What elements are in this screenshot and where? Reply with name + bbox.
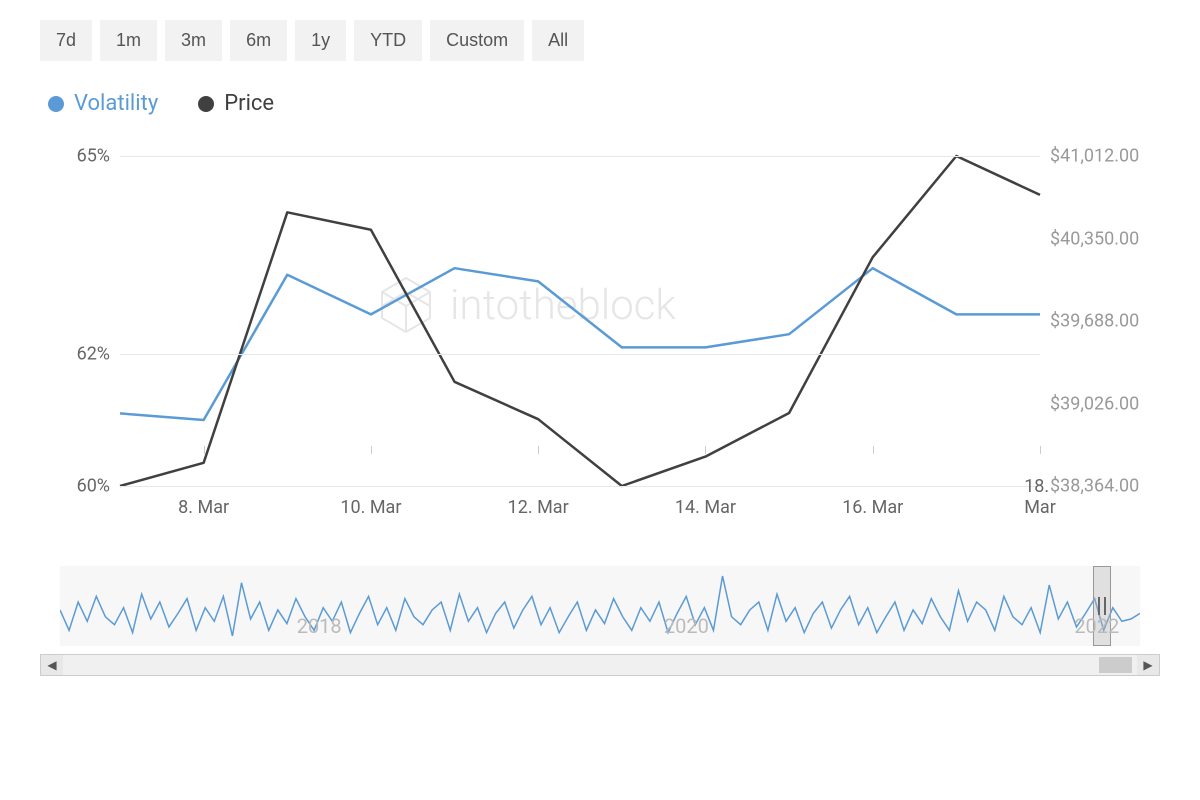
- legend-item-volatility[interactable]: Volatility: [48, 91, 158, 116]
- navigator-scrollbar[interactable]: ◀ ▶: [40, 654, 1160, 676]
- series-volatility: [120, 268, 1040, 420]
- legend-label: Price: [224, 91, 274, 116]
- x-tick: [873, 446, 874, 454]
- navigator-plot[interactable]: 2018 2020 2022: [60, 566, 1140, 646]
- main-chart: 60%62%65% $38,364.00$39,026.00$39,688.00…: [40, 156, 1160, 526]
- y-right-label: $40,350.00: [1050, 228, 1160, 249]
- range-btn-1y[interactable]: 1y: [295, 20, 346, 61]
- range-btn-all[interactable]: All: [532, 20, 584, 61]
- x-label: 14. Mar: [675, 497, 736, 518]
- x-label: 10. Mar: [340, 497, 401, 518]
- y-right-label: $39,688.00: [1050, 311, 1160, 332]
- y-left-label: 65%: [40, 146, 110, 167]
- x-label: 12. Mar: [508, 497, 569, 518]
- navigator-year-label: 2022: [1074, 614, 1119, 638]
- navigator-sparkline: [60, 576, 1140, 636]
- scroll-track[interactable]: [63, 655, 1137, 675]
- range-btn-custom[interactable]: Custom: [430, 20, 524, 61]
- scroll-thumb[interactable]: [1099, 657, 1131, 673]
- range-btn-7d[interactable]: 7d: [40, 20, 92, 61]
- series-price: [120, 156, 1040, 486]
- x-tick: [538, 446, 539, 454]
- chart-legend: Volatility Price: [40, 91, 1160, 116]
- legend-dot-icon: [198, 96, 214, 112]
- navigator-year-label: 2020: [664, 614, 709, 638]
- y-left-label: 62%: [40, 344, 110, 365]
- range-btn-1m[interactable]: 1m: [100, 20, 157, 61]
- y-left-label: 60%: [40, 476, 110, 497]
- gridline: [120, 354, 1040, 355]
- x-label: 18. Mar: [1024, 476, 1056, 518]
- x-tick: [204, 446, 205, 454]
- range-btn-ytd[interactable]: YTD: [354, 20, 422, 61]
- x-tick: [371, 446, 372, 454]
- gridline: [120, 156, 1040, 157]
- y-right-label: $38,364.00: [1050, 476, 1160, 497]
- legend-dot-icon: [48, 96, 64, 112]
- x-label: 16. Mar: [842, 497, 903, 518]
- range-btn-3m[interactable]: 3m: [165, 20, 222, 61]
- plot-area: intotheblock 8. Mar10. Mar12. Mar14. Mar…: [120, 156, 1040, 486]
- legend-label: Volatility: [74, 91, 158, 116]
- legend-item-price[interactable]: Price: [198, 91, 274, 116]
- x-label: 8. Mar: [178, 497, 229, 518]
- scroll-left-button[interactable]: ◀: [41, 655, 63, 675]
- x-tick: [1040, 446, 1041, 454]
- range-btn-6m[interactable]: 6m: [230, 20, 287, 61]
- gridline: [120, 486, 1040, 487]
- navigator: 2018 2020 2022 ◀ ▶: [40, 566, 1160, 676]
- x-tick: [705, 446, 706, 454]
- scroll-right-button[interactable]: ▶: [1137, 655, 1159, 675]
- y-right-label: $41,012.00: [1050, 146, 1160, 167]
- navigator-year-label: 2018: [297, 614, 342, 638]
- range-selector: 7d1m3m6m1yYTDCustomAll: [40, 20, 1160, 61]
- y-right-label: $39,026.00: [1050, 393, 1160, 414]
